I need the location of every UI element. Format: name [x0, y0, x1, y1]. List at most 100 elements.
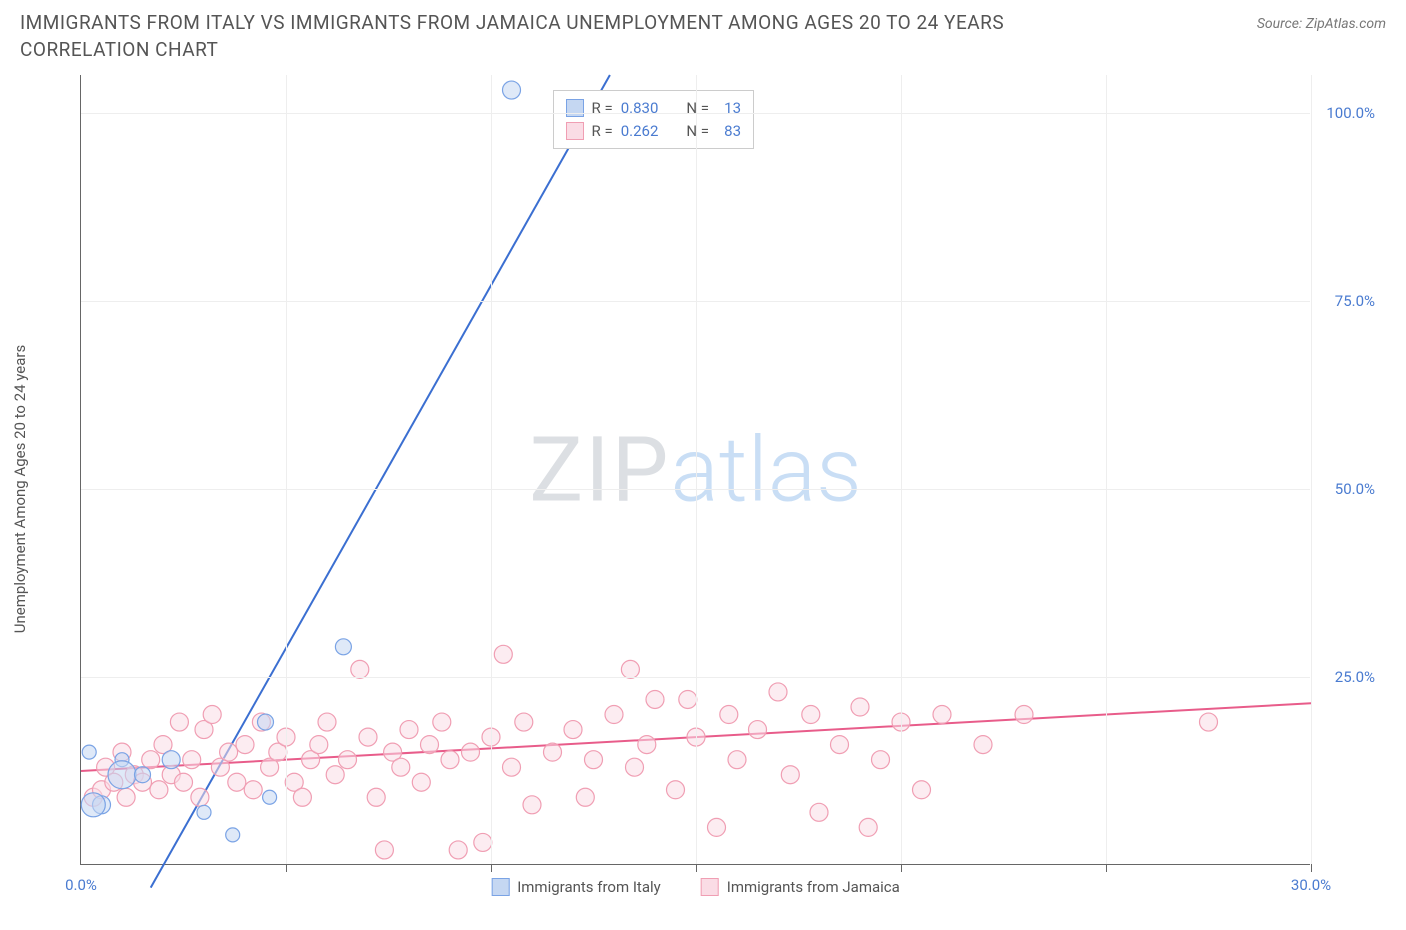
data-point-jamaica: [851, 698, 869, 716]
gridline-h: [81, 677, 1310, 678]
data-point-jamaica: [679, 690, 697, 708]
chart-container: Unemployment Among Ages 20 to 24 years Z…: [60, 75, 1380, 885]
bottom-legend: Immigrants from Italy Immigrants from Ja…: [491, 878, 900, 896]
data-point-italy: [81, 793, 105, 817]
gridline-v: [696, 75, 697, 864]
x-tick: [491, 864, 492, 872]
chart-title: IMMIGRANTS FROM ITALY VS IMMIGRANTS FROM…: [20, 10, 1120, 63]
data-point-jamaica: [318, 713, 336, 731]
data-point-jamaica: [462, 743, 480, 761]
x-tick-label: 0.0%: [65, 876, 97, 894]
legend-label-jamaica: Immigrants from Jamaica: [727, 878, 900, 896]
data-point-jamaica: [474, 833, 492, 851]
y-tick-label: 100.0%: [1326, 104, 1375, 122]
jamaica-r-value: 0.262: [621, 120, 659, 143]
gridline-v: [491, 75, 492, 864]
gridline-v: [1106, 75, 1107, 864]
data-point-jamaica: [769, 683, 787, 701]
x-tick-label: 30.0%: [1291, 876, 1331, 894]
x-tick: [1311, 864, 1312, 872]
data-point-jamaica: [831, 736, 849, 754]
data-point-jamaica: [872, 751, 890, 769]
gridline-v: [1311, 75, 1312, 864]
data-point-jamaica: [933, 706, 951, 724]
gridline-v: [286, 75, 287, 864]
jamaica-n-value: 83: [717, 120, 741, 143]
gridline-h: [81, 301, 1310, 302]
stats-row-jamaica: R = 0.262 N = 83: [566, 120, 742, 143]
data-point-jamaica: [441, 751, 459, 769]
data-point-italy: [335, 639, 351, 655]
legend-label-italy: Immigrants from Italy: [517, 878, 661, 896]
plot-area: ZIPatlas R = 0.830 N = 13 R = 0.262 N = …: [80, 75, 1310, 865]
data-point-jamaica: [367, 788, 385, 806]
gridline-v: [901, 75, 902, 864]
data-point-jamaica: [220, 743, 238, 761]
data-point-italy: [226, 828, 240, 842]
data-point-italy: [82, 745, 96, 759]
data-point-jamaica: [150, 781, 168, 799]
italy-r-value: 0.830: [621, 97, 659, 120]
data-point-jamaica: [293, 788, 311, 806]
data-point-jamaica: [646, 690, 664, 708]
swatch-italy-icon: [491, 878, 509, 896]
data-point-jamaica: [1015, 706, 1033, 724]
data-point-jamaica: [392, 758, 410, 776]
data-point-jamaica: [412, 773, 430, 791]
data-point-jamaica: [494, 645, 512, 663]
data-point-jamaica: [170, 713, 188, 731]
x-tick: [1106, 864, 1107, 872]
data-point-jamaica: [421, 736, 439, 754]
x-tick: [286, 864, 287, 872]
data-point-jamaica: [175, 773, 193, 791]
data-point-jamaica: [626, 758, 644, 776]
data-point-italy: [258, 714, 274, 730]
source-attribution: Source: ZipAtlas.com: [1257, 16, 1386, 32]
data-point-jamaica: [523, 796, 541, 814]
data-point-jamaica: [708, 818, 726, 836]
italy-n-value: 13: [717, 97, 741, 120]
stats-row-italy: R = 0.830 N = 13: [566, 97, 742, 120]
data-point-jamaica: [621, 660, 639, 678]
data-point-italy: [503, 81, 521, 99]
x-tick: [696, 864, 697, 872]
data-point-jamaica: [326, 766, 344, 784]
n-label: N =: [686, 97, 709, 120]
stats-legend-box: R = 0.830 N = 13 R = 0.262 N = 83: [553, 90, 755, 149]
data-point-jamaica: [244, 781, 262, 799]
data-point-jamaica: [913, 781, 931, 799]
r-label-2: R =: [592, 120, 613, 143]
y-axis-label: Unemployment Among Ages 20 to 24 years: [11, 345, 29, 633]
data-point-jamaica: [359, 728, 377, 746]
r-label: R =: [592, 97, 613, 120]
data-point-jamaica: [183, 751, 201, 769]
data-point-jamaica: [667, 781, 685, 799]
swatch-jamaica: [566, 122, 584, 140]
data-point-italy: [108, 761, 136, 789]
data-point-jamaica: [191, 788, 209, 806]
data-point-jamaica: [1200, 713, 1218, 731]
data-point-jamaica: [375, 841, 393, 859]
data-point-jamaica: [515, 713, 533, 731]
data-point-jamaica: [564, 721, 582, 739]
data-point-jamaica: [576, 788, 594, 806]
chart-header: IMMIGRANTS FROM ITALY VS IMMIGRANTS FROM…: [0, 0, 1406, 63]
data-point-jamaica: [228, 773, 246, 791]
data-point-jamaica: [605, 706, 623, 724]
data-point-italy: [197, 805, 211, 819]
swatch-jamaica-icon: [701, 878, 719, 896]
data-point-jamaica: [203, 706, 221, 724]
data-point-jamaica: [339, 751, 357, 769]
data-point-jamaica: [310, 736, 328, 754]
data-point-jamaica: [449, 841, 467, 859]
data-point-jamaica: [638, 736, 656, 754]
x-tick: [901, 864, 902, 872]
data-point-italy: [162, 751, 180, 769]
data-point-italy: [135, 767, 151, 783]
y-tick-label: 25.0%: [1335, 668, 1375, 686]
n-label-2: N =: [686, 120, 709, 143]
data-point-jamaica: [859, 818, 877, 836]
data-point-jamaica: [236, 736, 254, 754]
data-point-jamaica: [585, 751, 603, 769]
y-tick-label: 50.0%: [1335, 480, 1375, 498]
